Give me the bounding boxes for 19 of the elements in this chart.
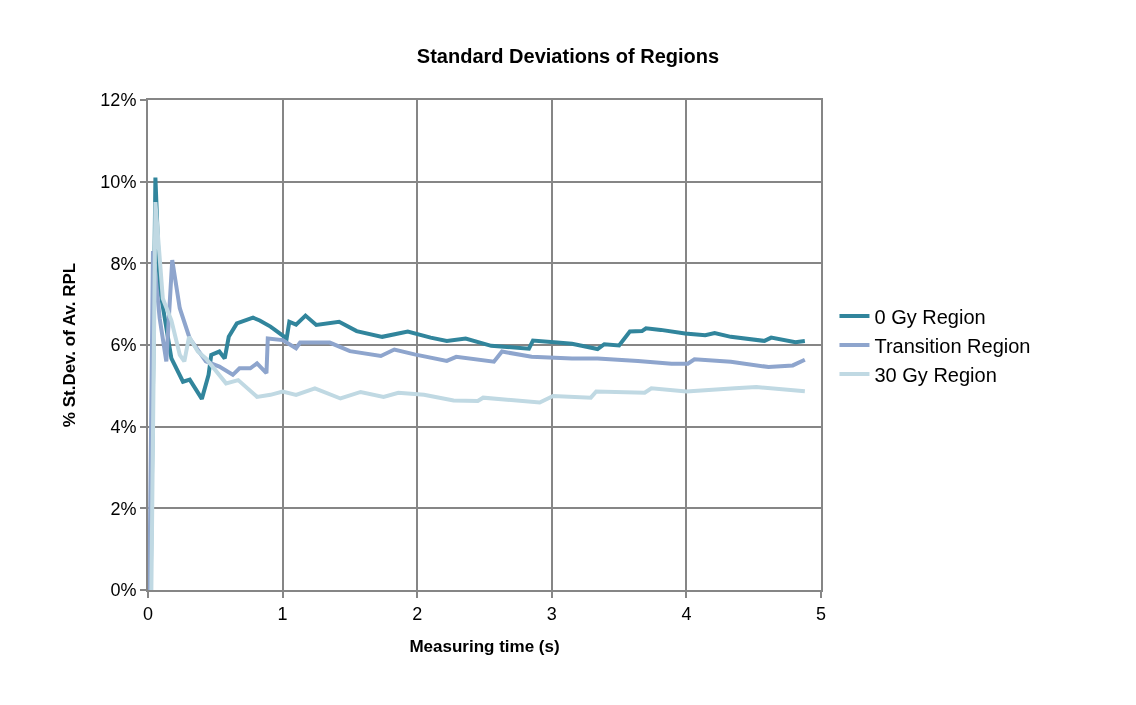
legend-label: Transition Region	[874, 334, 1031, 357]
y-tick-label: 8%	[110, 253, 137, 274]
x-tick-label: 3	[546, 603, 557, 624]
legend-label: 30 Gy Region	[874, 363, 997, 386]
x-tick-label: 2	[412, 603, 423, 624]
x-tick-label: 1	[277, 603, 288, 624]
x-tick-label: 5	[815, 603, 827, 624]
y-tick-label: 4%	[110, 416, 137, 437]
x-axis-title: Measuring time (s)	[409, 637, 560, 657]
y-tick-label: 12%	[100, 90, 137, 111]
y-tick-label: 6%	[110, 335, 137, 356]
legend-label: 0 Gy Region	[874, 305, 986, 328]
x-tick-label: 0	[142, 603, 154, 624]
y-tick-label: 2%	[110, 498, 137, 519]
x-tick-label: 4	[681, 603, 692, 624]
y-tick-label: 0%	[110, 580, 137, 601]
y-tick-label: 10%	[100, 171, 137, 192]
chart-title: Standard Deviations of Regions	[416, 45, 720, 68]
y-axis-title: % St.Dev. of Av. RPL	[60, 262, 80, 428]
